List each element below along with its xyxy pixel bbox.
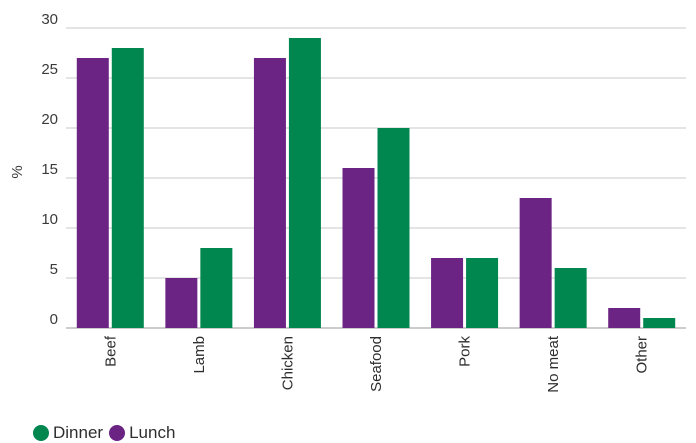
x-category-label-no-meat: No meat	[545, 335, 562, 393]
x-category-label-chicken: Chicken	[279, 336, 296, 390]
bar-dinner-lamb	[200, 248, 233, 328]
legend-swatch-dinner	[33, 425, 49, 441]
x-category-label-pork: Pork	[457, 336, 474, 367]
bar-dinner-beef	[111, 48, 144, 328]
y-axis-ticks: 0 5 10 15 20 25 30	[41, 11, 58, 328]
bar-lunch-lamb	[165, 278, 198, 328]
legend: Dinner Lunch	[33, 423, 181, 443]
y-tick-label-5: 5	[50, 261, 58, 278]
x-category-label-seafood: Seafood	[368, 336, 385, 392]
x-category-label-other: Other	[634, 336, 651, 374]
bar-lunch-chicken	[253, 58, 286, 328]
bar-lunch-beef	[76, 58, 109, 328]
legend-label-dinner: Dinner	[53, 423, 104, 442]
legend-item-lunch: Lunch	[109, 423, 175, 443]
legend-swatch-lunch	[109, 425, 126, 441]
y-tick-label-25: 25	[41, 61, 58, 78]
legend-label-lunch: Lunch	[129, 423, 176, 442]
y-tick-label-15: 15	[41, 161, 58, 178]
bar-lunch-other	[608, 308, 641, 328]
y-tick-label-20: 20	[41, 111, 58, 128]
bar-lunch-no-meat	[519, 198, 552, 328]
y-tick-label-10: 10	[41, 211, 58, 228]
bar-dinner-chicken	[288, 38, 321, 328]
gridlines	[66, 27, 686, 329]
bar-dinner-no-meat	[554, 268, 587, 328]
x-category-label-lamb: Lamb	[191, 336, 208, 374]
y-tick-label-0: 0	[50, 311, 58, 328]
bars	[76, 38, 676, 328]
bar-dinner-other	[643, 318, 676, 328]
x-category-label-beef: Beef	[102, 335, 119, 367]
y-tick-label-30: 30	[41, 11, 58, 28]
y-axis-label: %	[9, 165, 26, 178]
bar-dinner-seafood	[377, 128, 410, 328]
x-axis-categories: Beef Lamb Chicken Seafood Pork No meat Other	[102, 335, 650, 393]
bar-lunch-seafood	[342, 168, 375, 328]
bar-dinner-pork	[466, 258, 499, 328]
bar-lunch-pork	[431, 258, 464, 328]
legend-item-dinner: Dinner	[33, 423, 103, 443]
